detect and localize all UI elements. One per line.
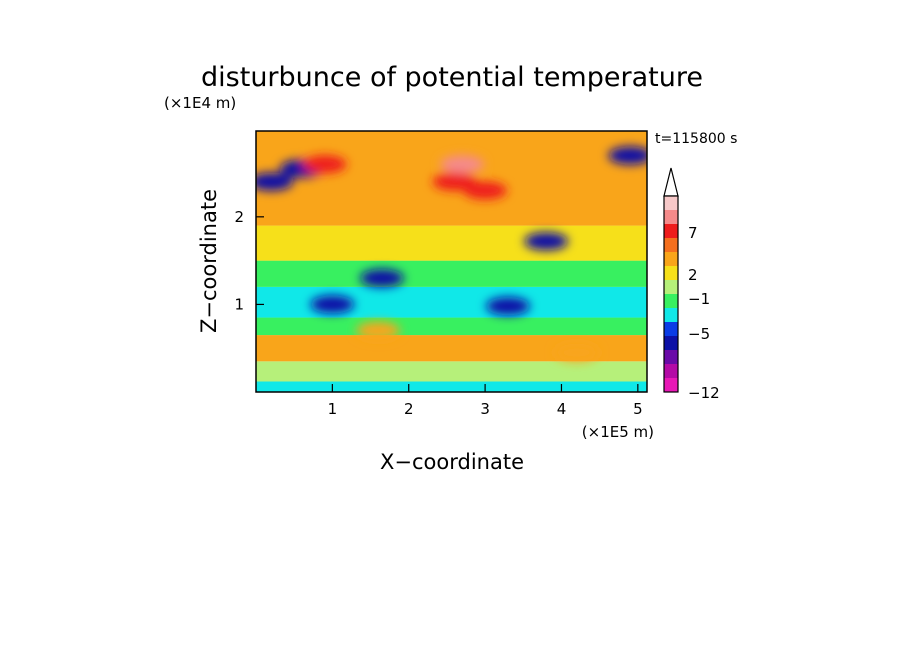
colorbar-swatch xyxy=(664,196,678,210)
colorbar-swatch xyxy=(664,364,678,378)
colorbar-swatch xyxy=(664,350,678,364)
x-tick-label: 5 xyxy=(633,400,643,418)
time-label: t=115800 s xyxy=(655,131,737,147)
field-feature-12 xyxy=(356,321,401,340)
colorbar-swatch xyxy=(664,224,678,238)
x-axis-label: X−coordinate xyxy=(380,450,524,474)
colorbar-tick-label: −1 xyxy=(688,290,710,308)
y-tick-label: 2 xyxy=(234,208,244,226)
x-unit-label: (×1E5 m) xyxy=(582,423,654,441)
colorbar-swatch xyxy=(664,238,678,252)
colorbar-tick-label: 2 xyxy=(688,266,698,284)
colorbar-swatch xyxy=(664,378,678,392)
chart-title: disturbunce of potential temperature xyxy=(201,62,703,93)
field-feature-11 xyxy=(554,343,599,362)
y-axis: 12 xyxy=(234,208,264,313)
field-feature-8 xyxy=(440,155,485,174)
x-tick-label: 1 xyxy=(328,400,338,418)
colorbar-tick-label: −12 xyxy=(688,384,720,402)
colorbar-swatch xyxy=(664,210,678,224)
x-axis: 1 2 3 4 5 xyxy=(328,384,643,418)
colorbar-frame xyxy=(663,195,679,393)
y-axis-label: Z−coordinate xyxy=(197,189,221,333)
field-band-1 xyxy=(256,361,647,382)
field-feature-4 xyxy=(486,297,531,316)
colorbar-swatch xyxy=(664,252,678,266)
colorbar: 7 2 −1 −5 −12 xyxy=(663,167,720,402)
field-band-6 xyxy=(256,225,647,261)
x-tick-label: 2 xyxy=(404,400,414,418)
plot-frame xyxy=(255,130,648,393)
colorbar-swatch xyxy=(664,336,678,350)
heatmap-field xyxy=(256,131,647,392)
field-feature-7 xyxy=(432,172,477,191)
field-feature-6 xyxy=(608,146,647,165)
field-feature-5 xyxy=(524,232,569,251)
field-band-0 xyxy=(256,381,647,392)
colorbar-swatch xyxy=(664,294,678,308)
field-feature-3 xyxy=(310,295,355,314)
colorbar-extend-arrow xyxy=(663,167,679,197)
field-feature-2 xyxy=(360,269,405,288)
field-feature-9 xyxy=(302,155,347,174)
colorbar-swatch xyxy=(664,266,678,280)
x-tick-label: 4 xyxy=(557,400,567,418)
colorbar-swatch xyxy=(664,280,678,294)
colorbar-swatch xyxy=(664,322,678,336)
y-unit-label: (×1E4 m) xyxy=(164,94,236,112)
field-band-5 xyxy=(256,260,647,287)
colorbar-tick-label: 7 xyxy=(688,224,698,242)
x-tick-label: 3 xyxy=(480,400,490,418)
field-band-3 xyxy=(256,317,647,336)
field-feature-10 xyxy=(463,181,508,200)
y-tick-label: 1 xyxy=(234,295,244,313)
field-feature-0 xyxy=(256,172,294,191)
colorbar-swatch xyxy=(664,308,678,322)
colorbar-tick-label: −5 xyxy=(688,325,710,343)
